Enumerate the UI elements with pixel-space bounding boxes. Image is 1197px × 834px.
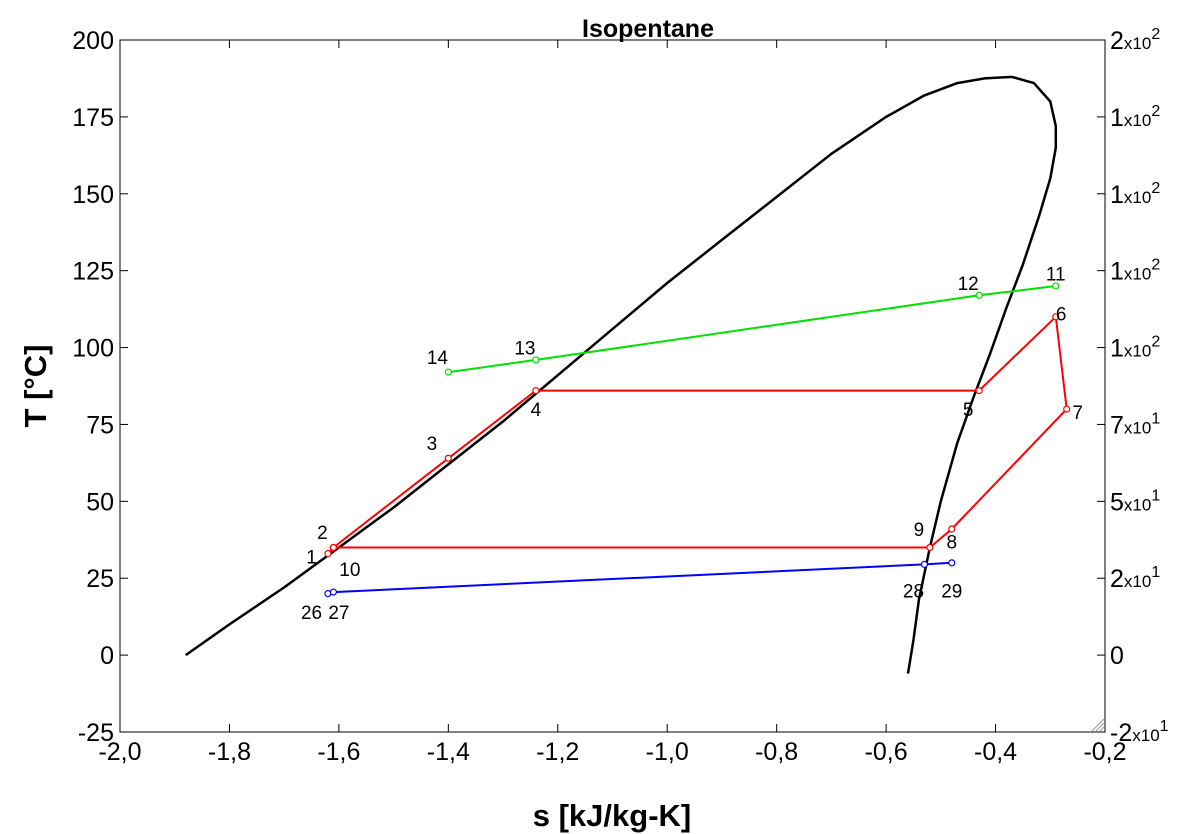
y-tick-label: 25: [86, 565, 114, 593]
point-label: 3: [427, 434, 438, 455]
data-point-marker: [329, 588, 338, 596]
x-axis-title: s [kJ/kg-K]: [533, 798, 691, 833]
plot-frame: [119, 39, 1106, 733]
y-axis-left: -25 0 25 50 75 100 125 150 175 200: [72, 27, 128, 747]
point-label: 11: [1046, 265, 1066, 286]
series-line-0: [184, 75, 1058, 674]
right-tick-label: 0: [1110, 642, 1124, 670]
chart-title: Isopentane: [582, 15, 714, 43]
right-tick-label: 1x102: [1110, 180, 1160, 209]
y-axis-right: 2x102 1x102 1x102 1x102 1x102 7x101 5x101 2x101…: [1097, 26, 1169, 747]
x-tick-label: -2,0: [98, 738, 141, 766]
point-label: 8: [946, 532, 957, 553]
x-tick-label: -1,6: [317, 738, 360, 766]
y-tick-label: 150: [72, 181, 114, 209]
right-tick-label: 1x102: [1110, 334, 1160, 363]
data-point-marker: [1063, 405, 1071, 413]
data-point-marker: [329, 543, 338, 552]
series-layer: [184, 75, 1071, 674]
data-point-marker: [1052, 282, 1060, 290]
data-point-marker: [926, 543, 934, 552]
data-point-marker: [975, 387, 983, 395]
point-label: 13: [514, 339, 535, 360]
series-line-1: [327, 315, 1068, 555]
point-label: 29: [941, 582, 962, 603]
right-tick-label: -2x101: [1110, 718, 1169, 747]
y-tick-label: 0: [100, 642, 114, 670]
right-tick-label: 7x101: [1110, 410, 1160, 439]
data-point-marker: [532, 356, 540, 364]
series-line-3: [327, 561, 952, 595]
point-label: 26: [301, 603, 322, 624]
point-label: 4: [531, 400, 542, 421]
data-point-marker: [1052, 313, 1060, 321]
point-label: 27: [328, 603, 349, 624]
x-tick-label: -1,8: [208, 738, 251, 766]
point-label: 7: [1072, 403, 1083, 424]
y-axis-title: T [°C]: [18, 345, 53, 428]
y-tick-label: 175: [72, 104, 114, 132]
x-tick-label: -0,4: [974, 738, 1017, 766]
right-tick-label: 2x102: [1110, 26, 1160, 55]
resize-grip-icon[interactable]: [1091, 718, 1105, 732]
point-label: 6: [1056, 305, 1067, 326]
x-tick-label: -0,6: [865, 738, 908, 766]
point-label: 14: [427, 348, 449, 369]
data-point-marker: [444, 368, 452, 376]
y-tick-label: 100: [72, 335, 114, 363]
x-tick-label: -0,8: [755, 738, 798, 766]
right-tick-label: 1x102: [1110, 103, 1160, 132]
data-point-marker: [948, 525, 956, 533]
point-label: 12: [958, 274, 979, 295]
point-label: 10: [339, 560, 360, 581]
data-point-marker: [532, 387, 540, 395]
y-tick-label: 75: [86, 411, 114, 439]
y-tick-label: 125: [72, 258, 114, 286]
right-tick-label: 1x102: [1110, 257, 1160, 286]
point-label: 9: [914, 520, 925, 541]
data-point-marker: [444, 454, 452, 462]
right-tick-label: 2x101: [1110, 564, 1160, 593]
point-label: 2: [317, 523, 328, 544]
point-label: 28: [903, 582, 924, 603]
y-tick-label: -25: [78, 719, 114, 747]
data-point-marker: [920, 560, 929, 568]
x-axis: -2,0 -1,8 -1,6 -1,4 -1,2 -1,0 -0,8 -0,6 -0,4 -0,2: [98, 40, 1127, 766]
data-point-marker: [948, 559, 956, 567]
data-point-marker: [975, 291, 983, 299]
right-tick-label: 5x101: [1110, 487, 1160, 516]
point-label: 5: [963, 400, 974, 421]
x-tick-label: -1,0: [646, 738, 689, 766]
y-tick-label: 50: [86, 488, 114, 516]
series-line-2: [448, 285, 1056, 374]
x-tick-label: -1,2: [536, 738, 579, 766]
data-point-marker: [324, 550, 332, 558]
y-tick-label: 200: [72, 27, 114, 55]
x-tick-label: -0,2: [1083, 738, 1126, 766]
x-tick-label: -1,4: [427, 738, 470, 766]
point-label: 1: [306, 548, 317, 569]
